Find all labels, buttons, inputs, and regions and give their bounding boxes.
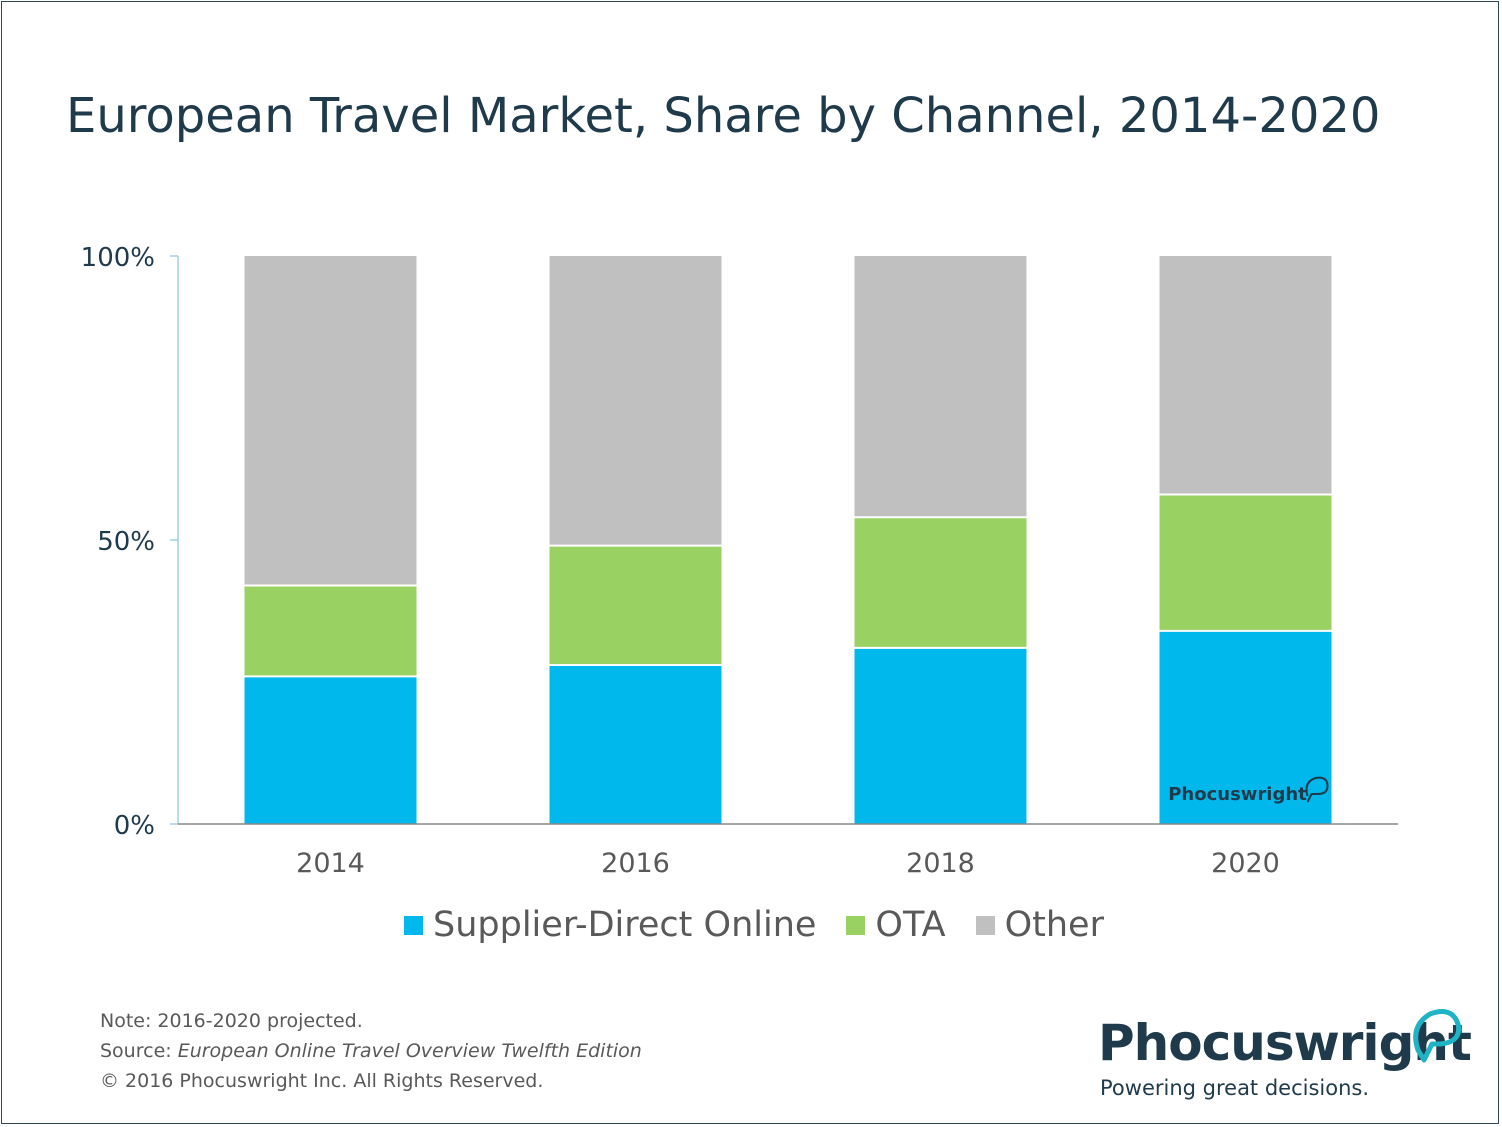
x-tick-label-2018: 2018 <box>906 848 975 879</box>
source-line: Source: European Online Travel Overview … <box>100 1036 642 1066</box>
x-tick-label-2020: 2020 <box>1211 848 1280 879</box>
bar-2020-ota <box>1159 494 1332 631</box>
bar-2014-ota <box>244 585 417 677</box>
chart-title: European Travel Market, Share by Channel… <box>66 88 1381 144</box>
legend-item-ota: OTA <box>846 905 946 945</box>
legend-item-other: Other <box>975 905 1104 945</box>
legend-swatch-other <box>975 915 995 935</box>
legend-swatch-ota <box>846 915 866 935</box>
bar-2018-ota <box>854 517 1027 648</box>
legend-label-other: Other <box>1004 905 1104 945</box>
footnotes: Note: 2016-2020 projected. Source: Europ… <box>100 1006 642 1096</box>
source-prefix: Source: <box>100 1040 178 1062</box>
source-title: European Online Travel Overview Twelfth … <box>177 1040 642 1062</box>
bar-2016-other <box>549 256 722 546</box>
bar-2018-other <box>854 256 1027 518</box>
chart-legend: Supplier-Direct Online OTA Other <box>404 902 1134 948</box>
logo-wordmark: Phocuswright <box>1098 1014 1472 1072</box>
watermark-bubble-icon <box>1305 776 1329 803</box>
bar-2016-supplier-direct-online <box>549 664 722 824</box>
bar-2020-other <box>1159 256 1332 495</box>
x-tick-label-2016: 2016 <box>601 848 670 879</box>
x-tick-label-2014: 2014 <box>296 848 365 879</box>
y-tick-label-100: 100% <box>81 243 155 273</box>
legend-label-ota: OTA <box>875 905 946 945</box>
legend-swatch-supplier-direct <box>404 915 423 935</box>
bar-2014-supplier-direct-online <box>244 676 417 824</box>
y-tick-label-0: 0% <box>114 811 155 841</box>
chart-watermark: Phocuswright <box>1168 784 1307 805</box>
y-tick-label-50: 50% <box>97 527 155 557</box>
logo-tagline: Powering great decisions. <box>1100 1076 1370 1100</box>
speech-bubble-icon <box>1413 1009 1462 1063</box>
bar-2014-other <box>244 256 417 586</box>
phocuswright-logo: Phocuswright Powering great decisions. <box>1098 1004 1472 1104</box>
bar-2020-supplier-direct-online <box>1159 630 1332 824</box>
bar-2018-supplier-direct-online <box>854 647 1027 824</box>
note-text: Note: 2016-2020 projected. <box>100 1010 363 1032</box>
legend-item-supplier-direct: Supplier-Direct Online <box>404 905 816 945</box>
bar-2016-ota <box>549 545 722 665</box>
copyright-text: © 2016 Phocuswright Inc. All Rights Rese… <box>100 1070 544 1092</box>
legend-label-supplier-direct: Supplier-Direct Online <box>433 905 817 945</box>
